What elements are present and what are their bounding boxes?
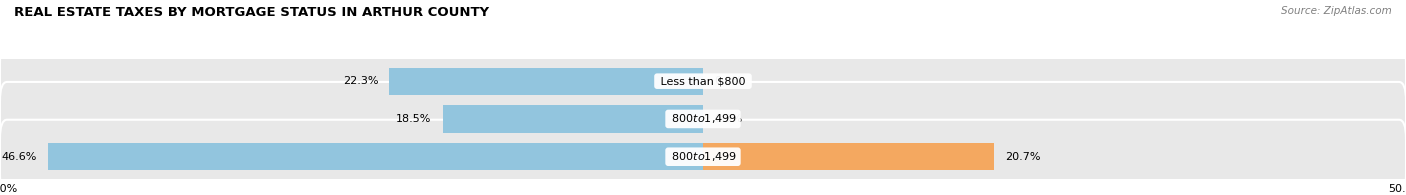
Bar [48,143,703,170]
Text: 22.3%: 22.3% [343,76,378,86]
Text: 18.5%: 18.5% [396,114,432,124]
Text: 20.7%: 20.7% [1005,152,1040,162]
Text: 0.0%: 0.0% [714,114,742,124]
Text: REAL ESTATE TAXES BY MORTGAGE STATUS IN ARTHUR COUNTY: REAL ESTATE TAXES BY MORTGAGE STATUS IN … [14,6,489,19]
FancyBboxPatch shape [0,120,1406,194]
Text: $800 to $1,499: $800 to $1,499 [668,150,738,163]
FancyBboxPatch shape [0,44,1406,118]
Text: Less than $800: Less than $800 [657,76,749,86]
Text: 46.6%: 46.6% [1,152,37,162]
FancyBboxPatch shape [0,82,1406,156]
Bar [703,143,994,170]
Bar [443,105,703,133]
Text: Source: ZipAtlas.com: Source: ZipAtlas.com [1281,6,1392,16]
Text: $800 to $1,499: $800 to $1,499 [668,113,738,125]
Bar [389,68,703,95]
Text: 0.0%: 0.0% [714,76,742,86]
